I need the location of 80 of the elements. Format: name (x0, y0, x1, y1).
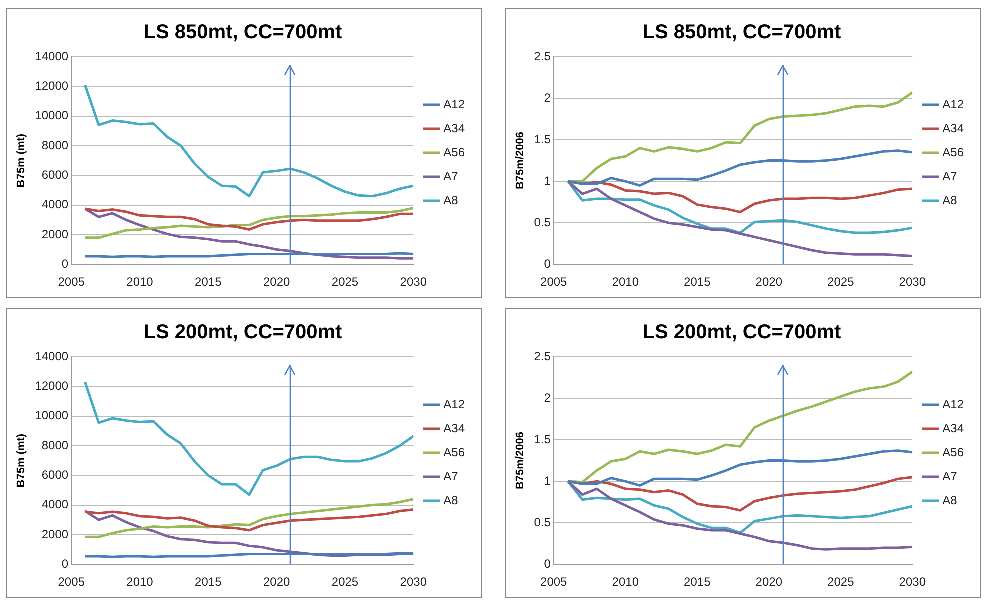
x-tick-label: 2005 (58, 275, 86, 290)
y-tick-label: 2 (544, 390, 552, 405)
y-tick-label: 2.5 (534, 349, 552, 364)
y-tick-label: 1 (544, 474, 552, 488)
y-axis-title: B75m/2006 (514, 132, 527, 190)
x-tick-label: 2005 (58, 575, 86, 590)
legend-label: A56 (942, 445, 964, 460)
y-axis-title: B75m/2006 (514, 432, 527, 490)
x-tick-label: 2030 (899, 275, 926, 290)
y-tick-label: 10000 (35, 408, 69, 423)
chart-title: LS 200mt, CC=700mt (144, 322, 343, 344)
y-tick-label: 2 (544, 90, 552, 105)
y-tick-label: 12000 (35, 78, 69, 93)
y-tick-label: 6000 (42, 468, 69, 482)
y-tick-label: 2.5 (534, 49, 552, 64)
legend-label: A8 (444, 193, 459, 208)
legend-label: A12 (444, 97, 466, 112)
y-tick-label: 4000 (42, 498, 69, 512)
y-tick-label: 0 (544, 556, 552, 571)
x-tick-label: 2010 (126, 275, 154, 290)
x-tick-label: 2025 (332, 575, 359, 590)
legend-label: A8 (444, 493, 459, 508)
chart-title: LS 850mt, CC=700mt (144, 22, 343, 44)
legend-label: A12 (942, 97, 964, 112)
y-tick-label: 1.5 (534, 432, 552, 446)
y-tick-label: 10000 (35, 108, 69, 123)
x-tick-label: 2020 (756, 575, 783, 590)
x-tick-label: 2030 (400, 575, 428, 590)
x-tick-label: 2005 (540, 575, 568, 590)
y-tick-label: 14000 (35, 49, 69, 64)
y-tick-label: 0 (62, 256, 69, 271)
x-tick-label: 2010 (612, 275, 640, 290)
x-tick-label: 2025 (332, 275, 359, 290)
y-tick-label: 12000 (35, 378, 69, 393)
x-tick-label: 2010 (612, 575, 640, 590)
legend-label: A34 (942, 421, 964, 436)
y-axis-title: B75m (mt) (16, 434, 28, 488)
x-tick-label: 2020 (756, 275, 783, 290)
x-tick-label: 2025 (828, 275, 855, 290)
y-tick-label: 2000 (42, 227, 69, 242)
y-tick-label: 1 (544, 174, 552, 188)
y-tick-label: 0.5 (534, 215, 552, 230)
x-tick-label: 2015 (684, 275, 712, 290)
x-tick-label: 2005 (540, 275, 568, 290)
x-tick-label: 2025 (828, 575, 855, 590)
legend-label: A8 (942, 193, 958, 208)
y-tick-label: 2000 (42, 527, 69, 542)
y-tick-label: 14000 (35, 349, 69, 364)
legend-label: A56 (444, 145, 466, 160)
legend-label: A7 (444, 469, 459, 484)
chart-title: LS 200mt, CC=700mt (642, 322, 842, 344)
legend-label: A7 (444, 169, 459, 184)
y-tick-label: 8000 (42, 138, 69, 152)
x-tick-label: 2010 (126, 575, 154, 590)
y-tick-label: 1.5 (534, 132, 552, 146)
y-tick-label: 0 (62, 556, 69, 571)
x-tick-label: 2015 (684, 575, 712, 590)
y-tick-label: 0 (544, 256, 552, 271)
x-tick-label: 2015 (195, 275, 222, 290)
x-tick-label: 2020 (263, 575, 290, 590)
legend-label: A8 (942, 493, 958, 508)
y-tick-label: 8000 (42, 438, 69, 452)
legend-label: A34 (942, 121, 964, 136)
x-tick-label: 2030 (400, 275, 428, 290)
legend-label: A56 (444, 445, 466, 460)
y-tick-label: 6000 (42, 168, 69, 182)
legend-label: A12 (942, 397, 964, 412)
legend-label: A34 (444, 121, 466, 136)
chart-title: LS 850mt, CC=700mt (642, 22, 842, 44)
legend-label: A7 (942, 469, 958, 484)
legend-label: A34 (444, 421, 466, 436)
y-tick-label: 0.5 (534, 515, 552, 530)
y-tick-label: 4000 (42, 198, 69, 212)
x-tick-label: 2015 (195, 575, 222, 590)
legend-label: A7 (942, 169, 958, 184)
legend-label: A56 (942, 145, 964, 160)
x-tick-label: 2020 (263, 275, 290, 290)
x-tick-label: 2030 (899, 575, 926, 590)
legend-label: A12 (444, 397, 466, 412)
y-axis-title: B75m (mt) (16, 134, 28, 188)
